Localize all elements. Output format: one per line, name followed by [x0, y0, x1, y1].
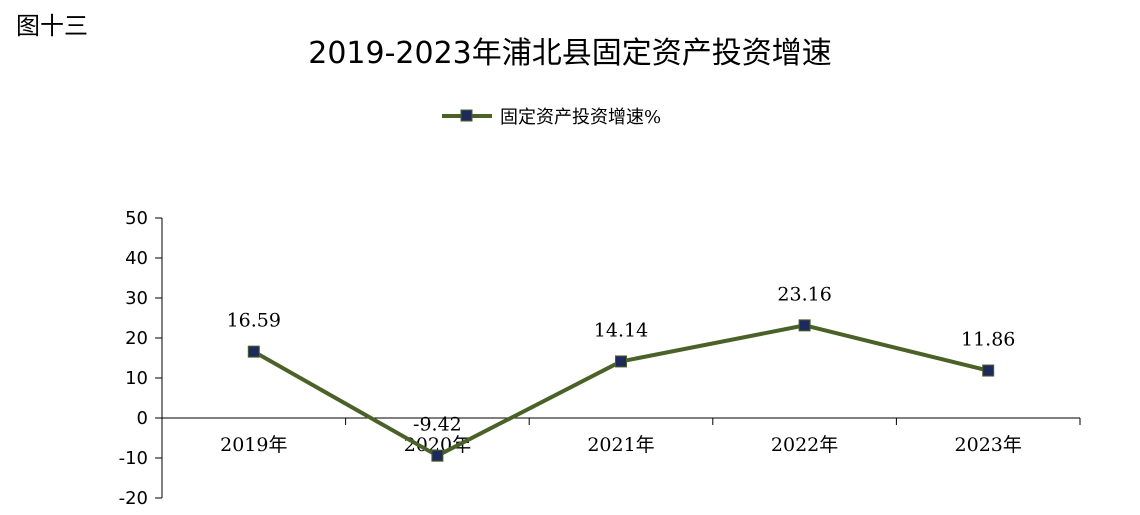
data-points	[247, 319, 995, 462]
data-label: 11.86	[961, 329, 1015, 351]
data-point-marker	[982, 364, 995, 377]
y-ticks: 50 40 30 20 10 0 -10 -20	[119, 208, 148, 509]
y-tick-label: 30	[125, 288, 148, 309]
x-category-label: 2023年	[955, 434, 1022, 456]
y-tick-label: -10	[119, 448, 148, 469]
x-category-label: 2022年	[771, 434, 838, 456]
figure-label: 图十三	[16, 12, 88, 40]
x-category-label: 2019年	[220, 434, 287, 456]
data-label: 14.14	[594, 319, 648, 341]
y-tick-label: 0	[137, 408, 148, 429]
chart-title: 2019-2023年浦北县固定资产投资增速	[308, 36, 832, 71]
data-point-marker	[798, 319, 811, 332]
data-labels: 16.59 -9.42 14.14 23.16 11.86	[227, 283, 1016, 435]
y-tick-label: -20	[119, 488, 148, 509]
legend: 固定资产投资增速%	[442, 107, 661, 128]
legend-label: 固定资产投资增速%	[500, 107, 661, 128]
legend-marker	[460, 109, 473, 122]
y-tick-label: 40	[125, 248, 148, 269]
data-point-marker	[431, 449, 444, 462]
y-tick-label: 10	[125, 368, 148, 389]
data-label: 23.16	[777, 283, 831, 305]
axes	[155, 217, 1081, 499]
x-category-label: 2020年	[404, 434, 471, 456]
y-tick-label: 20	[125, 328, 148, 349]
x-category-label: 2021年	[587, 434, 654, 456]
y-tick-label: 50	[125, 208, 148, 229]
x-categories: 2019年 2020年 2021年 2022年 2023年	[220, 434, 1022, 456]
data-point-marker	[247, 345, 260, 358]
data-point-marker	[615, 355, 627, 368]
data-label: 16.59	[227, 310, 281, 332]
data-label: -9.42	[413, 414, 462, 436]
